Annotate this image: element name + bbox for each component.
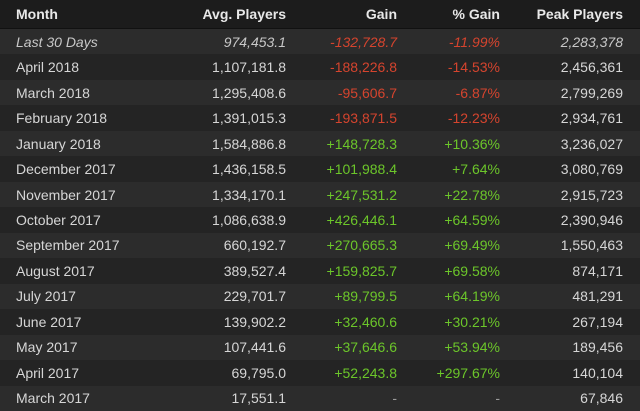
cell: 107,441.6 — [223, 339, 286, 356]
cell: +247,531.2 — [326, 186, 397, 203]
cell: Peak Players — [536, 6, 623, 22]
table-row: December 2017 1,436,158.5 +101,988.4 +7.64%… — [0, 156, 640, 182]
cell: 660,192.7 — [223, 237, 286, 254]
cell: 2,456,361 — [560, 59, 623, 76]
cell: 3,080,769 — [560, 161, 623, 178]
cell: +297.67% — [436, 364, 500, 381]
table-row: Last 30 Days 974,453.1 -132,728.7 -11.99% 2,… — [0, 29, 640, 55]
cell: 1,107,181.8 — [212, 59, 286, 76]
cell: +69.58% — [444, 262, 500, 279]
cell: June 2017 — [16, 313, 82, 330]
cell: 67,846 — [580, 390, 623, 407]
cell: 2,915,723 — [560, 186, 623, 203]
cell: 974,453.1 — [223, 33, 286, 50]
cell: 1,391,015.3 — [212, 110, 286, 127]
table-row: April 2017 69,795.0 +52,243.8 +297.67% 140,1… — [0, 360, 640, 386]
table-row: March 2017 17,551.1 - - 67,846 — [0, 385, 640, 411]
cell: +270,665.3 — [326, 237, 397, 254]
cell: 2,799,269 — [560, 84, 623, 101]
cell: +64.59% — [444, 212, 500, 229]
cell: -14.53% — [447, 59, 500, 76]
cell: August 2017 — [16, 262, 95, 279]
cell: +32,460.6 — [334, 313, 397, 330]
cell: 3,236,027 — [560, 135, 623, 152]
table-row: February 2018 1,391,015.3 -193,871.5 -12.23… — [0, 105, 640, 131]
cell: Avg. Players — [202, 6, 286, 22]
cell: 1,436,158.5 — [212, 161, 286, 178]
cell: 1,295,408.6 — [212, 84, 286, 101]
cell: 1,334,170.1 — [212, 186, 286, 203]
cell: 481,291 — [572, 288, 623, 305]
cell: March 2017 — [16, 390, 90, 407]
cell: 1,550,463 — [560, 237, 623, 254]
cell: July 2017 — [16, 288, 76, 305]
cell: 69,795.0 — [231, 364, 287, 381]
header-row: Month Avg. Players Gain % Gain Peak Players — [0, 0, 640, 29]
cell: 139,902.2 — [223, 313, 286, 330]
cell: +52,243.8 — [334, 364, 397, 381]
cell: April 2017 — [16, 364, 80, 381]
cell: -12.23% — [447, 110, 500, 127]
table-row: October 2017 1,086,638.9 +426,446.1 +64.59%… — [0, 207, 640, 233]
cell: -11.99% — [448, 33, 500, 50]
cell: 189,456 — [572, 339, 623, 356]
cell: April 2018 — [16, 59, 80, 76]
cell: February 2018 — [16, 110, 108, 127]
cell: +30.21% — [444, 313, 500, 330]
table-row: August 2017 389,527.4 +159,825.7 +69.58% 874… — [0, 258, 640, 284]
cell: +10.36% — [444, 135, 500, 152]
cell: November 2017 — [16, 186, 116, 203]
table-row: May 2017 107,441.6 +37,646.6 +53.94% 189,456 — [0, 334, 640, 361]
cell: Month — [16, 6, 58, 22]
cell: +37,646.6 — [334, 339, 397, 356]
cell: September 2017 — [16, 237, 120, 254]
cell: 874,171 — [572, 262, 623, 279]
table-row: July 2017 229,701.7 +89,799.5 +64.19% 481,29… — [0, 283, 640, 310]
table-row: November 2017 1,334,170.1 +247,531.2 +22.78… — [0, 181, 640, 208]
table-row: January 2018 1,584,886.8 +148,728.3 +10.36%… — [0, 130, 640, 157]
cell: +148,728.3 — [326, 135, 397, 152]
cell: +101,988.4 — [326, 161, 397, 178]
cell: Last 30 Days — [16, 33, 98, 50]
cell: - — [392, 390, 397, 407]
cell: 389,527.4 — [223, 262, 286, 279]
cell: +53.94% — [444, 339, 500, 356]
cell: 1,086,638.9 — [212, 212, 286, 229]
cell: 2,934,761 — [560, 110, 623, 127]
cell: +22.78% — [444, 186, 500, 203]
cell: +159,825.7 — [326, 262, 397, 279]
cell: December 2017 — [16, 161, 116, 178]
cell: March 2018 — [16, 84, 90, 101]
cell: October 2017 — [16, 212, 101, 229]
table-row: September 2017 660,192.7 +270,665.3 +69.49%… — [0, 232, 640, 259]
cell: - — [495, 390, 500, 407]
cell: +64.19% — [444, 288, 500, 305]
cell: +89,799.5 — [334, 288, 397, 305]
cell: -132,728.7 — [330, 33, 397, 50]
cell: +426,446.1 — [326, 212, 397, 229]
cell: -6.87% — [455, 84, 500, 101]
cell: 140,104 — [572, 364, 623, 381]
cell: +7.64% — [452, 161, 500, 178]
table-row: April 2018 1,107,181.8 -188,226.8 -14.53% 2,… — [0, 54, 640, 80]
cell: 229,701.7 — [223, 288, 286, 305]
table-row: March 2018 1,295,408.6 -95,606.7 -6.87% 2,79… — [0, 79, 640, 106]
cell: 2,390,946 — [560, 212, 623, 229]
cell: -95,606.7 — [337, 84, 397, 101]
cell: % Gain — [452, 6, 500, 22]
cell: May 2017 — [16, 339, 78, 356]
cell: -193,871.5 — [330, 110, 397, 127]
cell: 2,283,378 — [560, 33, 623, 50]
cell: 1,584,886.8 — [212, 135, 286, 152]
cell: +69.49% — [444, 237, 500, 254]
cell: Gain — [365, 6, 397, 22]
cell: 17,551.1 — [231, 390, 287, 407]
cell: January 2018 — [16, 135, 101, 152]
cell: 267,194 — [572, 313, 623, 330]
table-row: June 2017 139,902.2 +32,460.6 +30.21% 267,19… — [0, 309, 640, 335]
cell: -188,226.8 — [330, 59, 397, 76]
